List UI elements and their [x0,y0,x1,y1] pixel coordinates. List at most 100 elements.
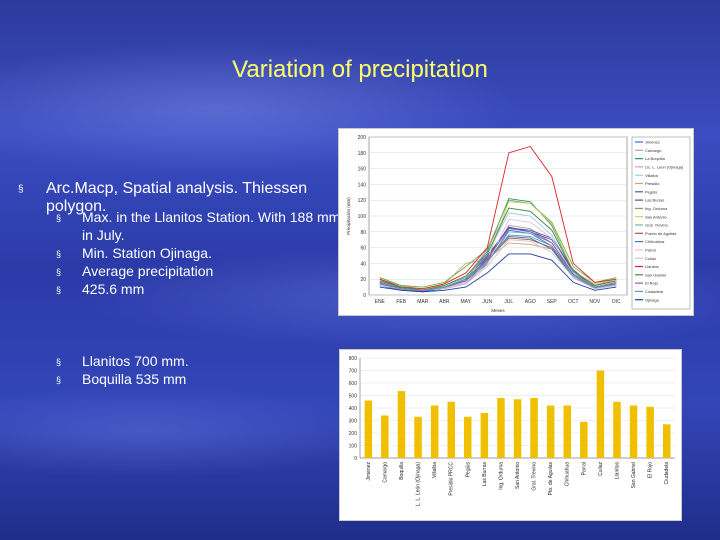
x-tick-label: Parral [581,462,587,475]
sub-bullet: § 425.6 mm [18,280,348,298]
bar [430,405,439,458]
sub-bullet-text: Boquilla 535 mm [82,371,187,387]
x-tick-label: MAY [461,299,472,305]
bar [480,413,489,458]
x-tick-label: DIC [612,299,621,305]
y-tick-label: 100 [349,444,358,450]
y-tick-label: 140 [358,182,367,188]
legend-label: Pegüis [645,189,657,194]
x-tick-label: ENE [375,299,386,305]
bullet-list: § Arc.Macp, Spatial analysis. Thiessen p… [18,180,348,388]
sub-bullet: § Llanitos 700 mm. [18,352,348,370]
series-line [379,253,617,293]
x-tick-label: JUL [504,299,513,305]
x-tick-label: Cuilaz [598,462,604,476]
x-tick-label: San Gabriel [631,462,637,488]
bar [530,398,538,458]
sub-bullet-text: Min. Station Ojinaga. [82,245,212,261]
x-tick-label: Ing. Orduma [498,462,504,490]
series-line [379,234,617,291]
x-tick-label: Pto. de Aguilas [548,462,554,496]
x-tick-label: AGO [525,299,536,305]
x-tick-label: FEB [396,299,406,305]
bar [596,370,605,458]
bar [497,398,505,458]
y-tick-label: 0 [354,456,357,462]
legend-label: Gral. Trevino [645,223,669,228]
legend-label: Villalba [645,173,659,178]
y-axis-label: Precipitación (mm) [346,197,351,235]
bar-chart-svg: 0 100 200 300 400 500 600 700 800 Jiménez Camargo B… [349,356,675,507]
x-tick-label: San Antonio [515,462,521,489]
bar [580,421,588,459]
y-tick-label: 80 [360,230,366,236]
bar [397,391,406,458]
legend-label: El Rojo [645,281,659,286]
x-axis-label: Meses [491,308,505,313]
sub-bullet: § Min. Station Ojinaga. [18,244,348,262]
y-tick-label: 60 [360,246,366,252]
monthly-precipitation-chart: 0 20 40 60 80 100 120 140 160 180 200 ENE FEB MAR ABR M… [338,128,694,316]
x-tick-label: L. L. León (Ojinaga) [416,462,422,507]
legend-label: Cuilaz [645,256,656,261]
slide-title: Variation of precipitation [232,56,488,83]
line-chart-svg: 0 20 40 60 80 100 120 140 160 180 200 ENE FEB MAR ABR M… [346,135,691,313]
legend-label: Lic. L. León (Ojinaga) [645,165,684,170]
legend-label: Parral [645,248,656,253]
bar [613,401,621,459]
x-tick-label: Pegüis [465,462,471,478]
y-tick-label: 200 [349,431,358,437]
bullet-marker-icon: § [56,357,62,367]
bar [629,405,638,458]
y-tick-label: 0 [363,293,366,299]
series-line [379,199,617,288]
sub-bullet-text: Max. in the Llanitos Station. With 188 m… [82,209,341,243]
x-tick-label: Llanitos [615,462,621,480]
x-tick-label: Gral. Trevino [532,462,538,491]
series-line [379,228,617,292]
bar [381,415,389,458]
bar [364,400,373,458]
bar [563,405,571,458]
y-tick-label: 40 [360,261,366,267]
y-tick-label: 600 [349,381,358,387]
bar [513,399,522,459]
bar [646,406,654,458]
legend-box [631,136,691,310]
bar [546,405,555,458]
sub-bullet: § Average precipitation [18,262,348,280]
legend-label: San Gabriel [645,272,666,277]
sub-bullet-text: Llanitos 700 mm. [82,353,189,369]
bullet-marker-icon: § [18,184,24,195]
bullet-marker-icon: § [56,285,62,295]
y-tick-label: 400 [349,406,358,412]
x-tick-label: ABR [439,299,450,305]
x-tick-label: El Rojo [648,462,654,478]
annual-precipitation-chart: 0 100 200 300 400 500 600 700 800 Jiménez Camargo B… [339,349,682,521]
x-tick-label: Presidio PRCC [449,462,455,496]
y-tick-label: 20 [360,277,366,283]
sub-bullet: § Boquilla 535 mm [18,370,348,388]
y-tick-label: 200 [358,135,367,141]
bullet-main: § Arc.Macp, Spatial analysis. Thiessen p… [18,180,348,216]
x-tick-label: Chihuahua [565,462,571,486]
x-tick-label: Villalba [432,462,438,478]
bullet-marker-icon: § [56,267,62,277]
x-tick-label: OCT [568,299,579,305]
x-tick-label: Ciudadela [664,462,670,485]
bar [447,401,455,459]
bullet-marker-icon: § [56,213,62,223]
y-tick-label: 300 [349,419,358,425]
sub-bullet-text: Average precipitation [82,263,214,279]
legend-label: San Antonio [645,214,667,219]
bullet-marker-icon: § [56,249,62,259]
y-tick-label: 160 [358,167,367,173]
x-tick-label: Las Burras [482,462,488,487]
legend-label: Puerto de Aguilas [645,231,676,236]
bullet-marker-icon: § [56,375,62,385]
bar [464,416,472,459]
legend-label: Chihuahua [645,239,665,244]
x-tick-label: NOV [589,299,601,305]
sub-bullet-text: 425.6 mm [82,281,145,297]
y-tick-label: 180 [358,151,367,157]
